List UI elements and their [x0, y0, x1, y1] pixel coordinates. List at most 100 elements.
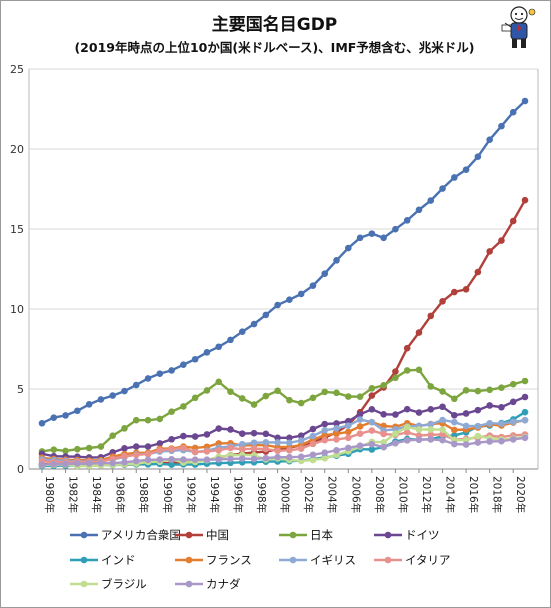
x-tick-label: 1994年: [208, 476, 221, 513]
x-axis: 1980年 1982年 1984年 1986年 1988年 1990年 1992年 1994年…: [41, 469, 527, 513]
data-point: [509, 398, 517, 406]
data-point: [356, 442, 364, 449]
legend-item: イギリス: [279, 553, 356, 567]
data-point: [62, 460, 69, 468]
data-point: [403, 367, 411, 374]
gridlines: [28, 68, 539, 470]
data-point: [144, 450, 152, 458]
data-point: [238, 395, 246, 402]
data-point: [262, 311, 270, 319]
data-point: [509, 418, 517, 426]
legend-label: 日本: [310, 528, 333, 542]
data-point: [262, 454, 270, 462]
x-tick-label: 2004年: [326, 476, 339, 513]
data-point: [262, 445, 270, 453]
legend-label: イタリア: [405, 553, 451, 567]
data-point: [156, 415, 164, 423]
legend-swatch-marker: [80, 580, 88, 588]
data-point: [168, 435, 175, 443]
data-point: [486, 438, 493, 445]
data-point: [344, 244, 352, 252]
data-point: [262, 438, 270, 446]
x-tick-label: 2008年: [373, 476, 386, 513]
data-point: [333, 420, 340, 427]
data-point: [474, 153, 482, 160]
data-point: [368, 446, 376, 453]
data-point: [439, 431, 446, 438]
data-point: [498, 437, 505, 445]
x-tick-label: 1990年: [161, 476, 174, 513]
x-tick-label: 2020年: [514, 476, 527, 513]
data-point: [227, 455, 234, 463]
x-tick-label: 1998年: [255, 476, 268, 513]
legend-swatch-marker: [80, 531, 88, 539]
data-point: [274, 301, 281, 309]
data-point: [439, 426, 446, 433]
data-point: [462, 441, 470, 448]
data-point: [238, 440, 246, 448]
data-point: [403, 405, 411, 413]
legend-item: アメリカ合衆国: [70, 528, 181, 542]
data-point: [344, 393, 352, 400]
data-point: [321, 431, 329, 439]
data-point: [415, 329, 423, 336]
data-point: [486, 386, 493, 394]
data-point: [403, 344, 411, 352]
data-point: [309, 432, 317, 440]
data-point: [180, 444, 187, 452]
data-point: [203, 456, 211, 464]
data-point: [309, 456, 317, 464]
series-ドイツ: [38, 393, 529, 461]
series-アメリカ合衆国: [38, 97, 529, 427]
series-lines: [38, 97, 529, 470]
legend-label: インド: [101, 553, 136, 567]
data-point: [451, 426, 458, 434]
legend-swatch-marker: [185, 580, 193, 588]
data-point: [274, 453, 281, 461]
data-point: [238, 430, 246, 437]
data-point: [38, 461, 46, 468]
legend-swatch-marker: [384, 556, 392, 564]
y-tick-label: 10: [10, 303, 24, 316]
data-point: [286, 446, 293, 454]
legend-item: カナダ: [175, 577, 241, 591]
series-line: [41, 199, 527, 466]
data-point: [521, 434, 529, 442]
y-tick-label: 0: [17, 463, 24, 476]
x-tick-label: 1982年: [67, 476, 80, 513]
data-point: [403, 423, 411, 431]
data-point: [309, 440, 317, 448]
legend-item: 日本: [279, 528, 333, 542]
data-point: [451, 174, 458, 181]
data-point: [132, 416, 140, 424]
data-point: [427, 383, 435, 390]
data-point: [286, 434, 293, 442]
data-point: [403, 437, 411, 444]
data-point: [356, 416, 364, 423]
data-point: [297, 445, 305, 452]
legend-label: イギリス: [310, 553, 356, 567]
data-point: [85, 401, 93, 408]
data-point: [486, 402, 493, 409]
data-point: [427, 436, 435, 443]
data-point: [333, 446, 340, 454]
data-point: [227, 336, 234, 344]
data-point: [62, 412, 69, 419]
data-point: [238, 445, 246, 453]
data-point: [509, 217, 517, 225]
data-point: [333, 389, 340, 397]
chart-title: 主要国名目GDP: [211, 15, 338, 35]
data-point: [427, 431, 435, 439]
legend-item: 中国: [175, 528, 229, 542]
data-point: [474, 406, 482, 414]
data-point: [180, 456, 187, 463]
x-tick-label: 2018年: [491, 476, 504, 513]
data-point: [333, 430, 340, 438]
data-point: [521, 97, 529, 105]
x-tick-label: 1980年: [43, 476, 56, 513]
data-point: [380, 430, 387, 438]
data-point: [509, 108, 517, 116]
legend-swatch-marker: [80, 556, 88, 564]
x-tick-label: 2006年: [349, 476, 362, 513]
legend-label: フランス: [206, 553, 252, 567]
